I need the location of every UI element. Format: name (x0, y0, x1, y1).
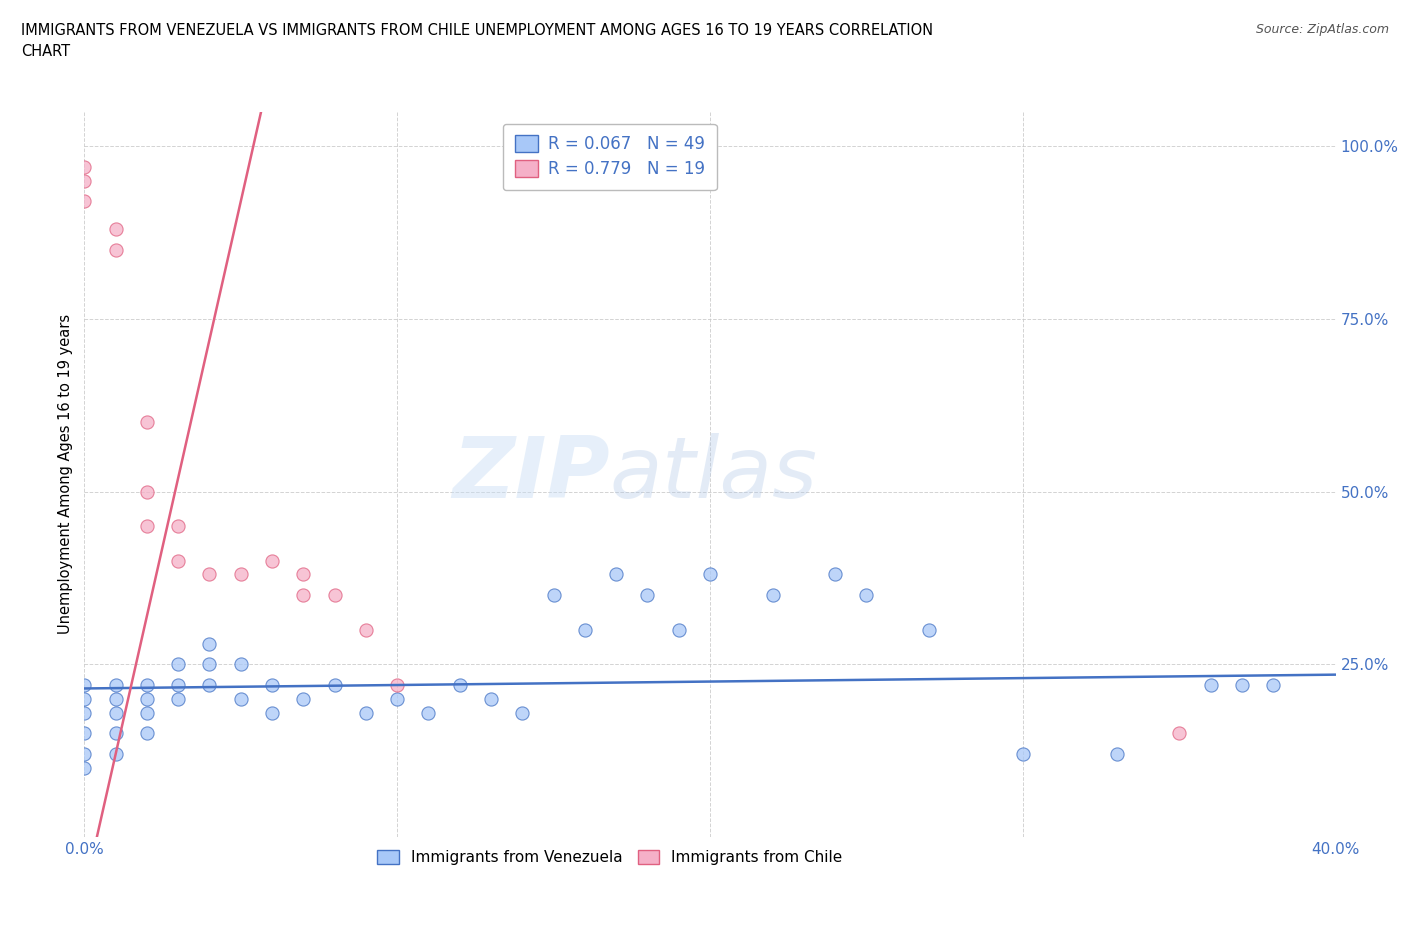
Point (229, 691, 252, 706)
Point (292, 691, 315, 706)
Point (73, 159, 96, 174)
Point (262, 553, 284, 568)
Point (167, 553, 190, 568)
Point (104, 705, 127, 720)
Point (73, 678, 96, 693)
Point (136, 726, 159, 741)
Point (1012, 747, 1035, 762)
Text: ZIP: ZIP (453, 432, 610, 516)
Point (1199, 678, 1222, 693)
Point (1105, 747, 1128, 762)
Text: Source: ZipAtlas.com: Source: ZipAtlas.com (1256, 23, 1389, 36)
Text: atlas: atlas (610, 432, 818, 516)
Point (73, 726, 96, 741)
Point (323, 588, 346, 603)
Point (512, 705, 534, 720)
Point (418, 705, 440, 720)
Point (262, 705, 284, 720)
Point (229, 657, 252, 671)
Point (1263, 678, 1285, 693)
Point (229, 567, 252, 582)
Point (167, 678, 190, 693)
Point (73, 761, 96, 776)
Point (574, 622, 596, 637)
Point (136, 691, 159, 706)
Point (543, 588, 565, 603)
Point (354, 705, 377, 720)
Point (136, 519, 159, 534)
Point (323, 678, 346, 693)
Point (104, 747, 127, 762)
Point (73, 705, 96, 720)
Point (385, 678, 409, 693)
Y-axis label: Unemployment Among Ages 16 to 19 years: Unemployment Among Ages 16 to 19 years (58, 314, 73, 634)
Point (198, 567, 221, 582)
Point (104, 243, 127, 258)
Point (104, 678, 127, 693)
Point (136, 705, 159, 720)
Point (762, 588, 785, 603)
Point (824, 567, 846, 582)
Legend: Immigrants from Venezuela, Immigrants from Chile: Immigrants from Venezuela, Immigrants fr… (370, 842, 851, 873)
Point (73, 194, 96, 209)
Point (104, 691, 127, 706)
Point (668, 622, 690, 637)
Point (104, 726, 127, 741)
Point (449, 678, 471, 693)
Point (198, 636, 221, 651)
Point (136, 485, 159, 499)
Point (699, 567, 721, 582)
Point (262, 678, 284, 693)
Point (354, 622, 377, 637)
Point (136, 678, 159, 693)
Point (292, 588, 315, 603)
Point (198, 657, 221, 671)
Point (918, 622, 941, 637)
Point (855, 588, 877, 603)
Point (1230, 678, 1253, 693)
Point (198, 678, 221, 693)
Point (73, 173, 96, 188)
Point (292, 567, 315, 582)
Point (167, 519, 190, 534)
Point (104, 221, 127, 236)
Point (136, 415, 159, 430)
Point (605, 567, 627, 582)
Point (385, 691, 409, 706)
Point (479, 691, 502, 706)
Point (73, 747, 96, 762)
Point (167, 691, 190, 706)
Point (637, 588, 659, 603)
Point (73, 691, 96, 706)
Point (1168, 726, 1191, 741)
Text: IMMIGRANTS FROM VENEZUELA VS IMMIGRANTS FROM CHILE UNEMPLOYMENT AMONG AGES 16 TO: IMMIGRANTS FROM VENEZUELA VS IMMIGRANTS … (21, 23, 934, 60)
Point (167, 657, 190, 671)
